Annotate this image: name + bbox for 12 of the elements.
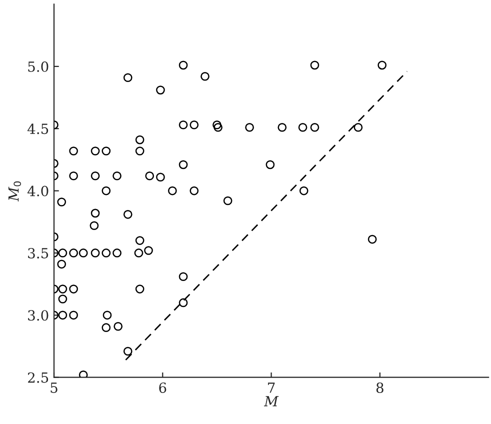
x-tick-label: 7 [268, 382, 275, 393]
x-tick-label: 6 [159, 382, 166, 393]
y-axis-title: M$_{0}$ [8, 181, 22, 202]
x-tick-label: 5 [50, 382, 58, 393]
y-tick-label: 4.5 [27, 124, 48, 134]
y-tick-label: 4.0 [27, 186, 48, 196]
x-tick-label: 8 [376, 382, 384, 393]
y-tick-label: 3.5 [28, 248, 48, 258]
y-tick-label: 3.0 [28, 310, 48, 321]
x-axis-title: M [264, 396, 279, 406]
y-tick-label: 5.0 [28, 61, 48, 72]
y-tick-label: 2.5 [28, 372, 48, 383]
